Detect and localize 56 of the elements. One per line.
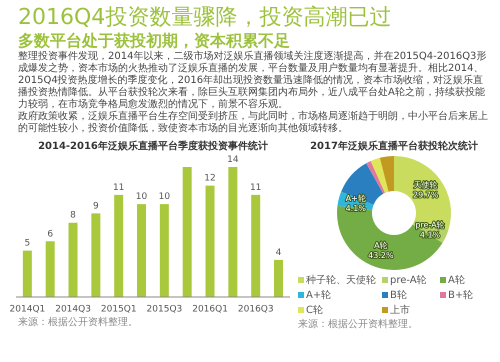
legend-label: pre-A轮 [389, 274, 428, 287]
bar [114, 194, 124, 297]
slice-label: A轮 [374, 241, 388, 250]
data-label: 10 [158, 192, 170, 202]
data-label: 8 [70, 210, 76, 221]
x-tick-label: 2016Q1 [192, 304, 228, 314]
data-label: 14 [227, 155, 239, 165]
donut-slice [341, 163, 384, 205]
data-label: 29.7% [413, 190, 439, 200]
data-label: 11 [112, 182, 124, 193]
legend-label: 种子轮、天使轮 [305, 274, 377, 287]
bar [46, 241, 55, 297]
bar [251, 194, 260, 297]
legend-label: C轮 [305, 304, 324, 317]
legend-label: A+轮 [305, 289, 332, 302]
chart-title: 2014-2016年泛娱乐直播平台季度获投资事件统计 [37, 139, 269, 153]
data-label: 5 [24, 238, 30, 249]
legend-label: B轮 [389, 289, 408, 302]
source-note: 来源：根据公开资料整理。 [298, 318, 419, 331]
bar [68, 222, 78, 297]
bar [137, 204, 146, 297]
donut-slice [380, 156, 394, 192]
x-tick-label: 2015Q1 [100, 304, 137, 314]
legend-label: 上市 [389, 304, 411, 317]
data-label: 10 [136, 192, 148, 202]
x-tick-label: 2014Q3 [55, 304, 91, 314]
bar [22, 250, 32, 297]
x-tick-label: 2015Q3 [146, 304, 182, 314]
data-label: 11 [250, 182, 262, 193]
data-label: 9 [92, 201, 99, 212]
data-label: 43.2% [368, 251, 394, 260]
slice-label: A+轮 [346, 194, 366, 204]
slice-label: pre-A轮 [415, 220, 445, 230]
text: 多数平台处于获投初期，资本积累不足 [18, 31, 291, 50]
text: 整理投资事件发现，2014年以来，二级市场对泛娱乐直播领域关注度逐渐提高，并在2015Q4-2016Q3形成爆发之势，资本市场的火热推动了泛娱乐直播的发展，平台数量及用户数量均有显著提升。相比2014、2015Q4投资热度增长的季度变化，2016年却出现投资数量迅速降低的情况，资本市场收缩，对泛娱乐直播投资热情降低。从平台获投轮次来看，除巨头互联网集团内布局外，近八成平台处A轮之前，持续获投能力较弱，在市场竞争格局愈发激烈的情况下，前景不容乐观。 [18, 51, 488, 110]
legend-label: A轮 [447, 274, 466, 287]
donut-slice [370, 158, 389, 193]
bar [228, 167, 238, 297]
x-tick-label: 2014Q1 [10, 304, 46, 314]
x-tick-label: 2016Q3 [238, 304, 274, 314]
text: 政府政策收紧，泛娱乐直播平台生存空间受到挤压，与此同时，市场格局逐渐趋于明朗，中小平台后来居上的可能性较小，投资价值降低，致使资本市场的目光逐渐向其他领域转移。 [18, 111, 489, 135]
bar [91, 213, 100, 297]
data-label: 12 [204, 174, 216, 184]
source-note: 来源：根据公开资料整理。 [17, 316, 139, 329]
bar [206, 186, 215, 297]
legend-label: B+轮 [447, 289, 474, 302]
bar [182, 167, 192, 297]
data-label: 4 [276, 248, 282, 258]
data-label: 4.1% [420, 230, 441, 240]
donut-slice [366, 160, 386, 194]
text: 天使轮 [414, 180, 438, 190]
data-label: 6 [47, 229, 54, 240]
text: 2016Q4投资数量骤降，投资高潮已过 [18, 4, 392, 31]
chart-title: 2017年泛娱乐直播平台获投轮次统计 [309, 140, 479, 153]
bar [274, 260, 284, 297]
bar [160, 204, 169, 297]
